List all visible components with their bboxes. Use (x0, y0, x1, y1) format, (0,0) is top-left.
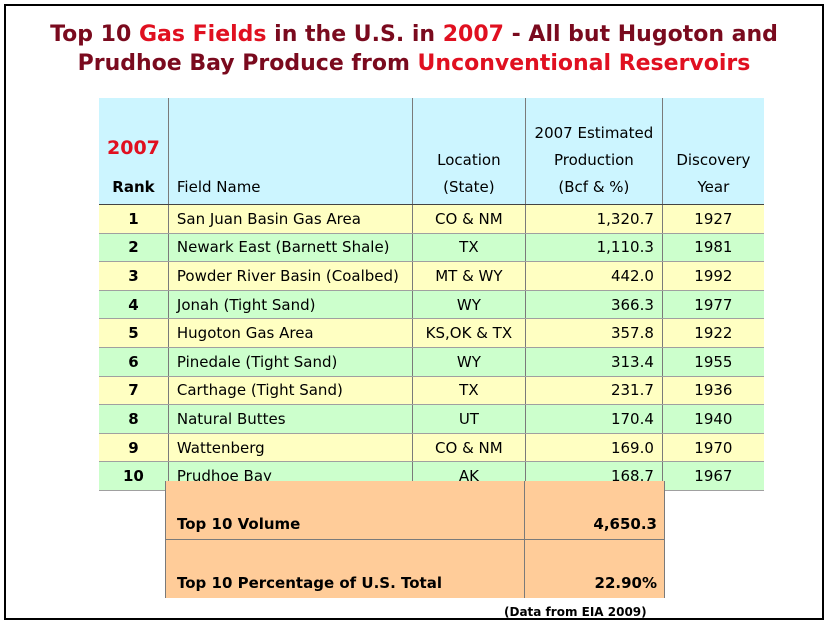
header-year-badge: 2007 (107, 137, 160, 159)
table-row: 5 Hugoton Gas Area KS,OK & TX 357.8 1922 (99, 318, 764, 348)
table-row: 4 Jonah (Tight Sand) WY 366.3 1977 (99, 290, 764, 320)
header-location: Location (State) (412, 98, 526, 205)
table-row: 8 Natural Buttes UT 170.4 1940 (99, 404, 764, 434)
table-row: 1 San Juan Basin Gas Area CO & NM 1,320.… (99, 204, 764, 234)
top10-volume-block: Top 10 Volume 4,650.3 (165, 481, 665, 540)
header-discovery-year: Discovery Year (662, 98, 764, 205)
top10-percent-value: 22.90% (594, 574, 657, 592)
table-row: 7 Carthage (Tight Sand) TX 231.7 1936 (99, 376, 764, 406)
slide-title: Top 10 Gas Fields in the U.S. in 2007 - … (6, 20, 822, 78)
gas-fields-table: 2007 Rank Field Name Location (State) 20… (99, 98, 764, 491)
table-row: 3 Powder River Basin (Coalbed) MT & WY 4… (99, 261, 764, 291)
top10-volume-value: 4,650.3 (593, 515, 657, 533)
title-line-2: Prudhoe Bay Produce from Unconventional … (77, 51, 751, 76)
slide-frame: Top 10 Gas Fields in the U.S. in 2007 - … (4, 4, 824, 620)
header-production: 2007 Estimated Production (Bcf & %) (525, 98, 663, 205)
source-note: (Data from EIA 2009) (504, 605, 647, 619)
summary-divider (524, 540, 525, 598)
summary-divider (524, 481, 525, 539)
top10-volume-label: Top 10 Volume (177, 515, 301, 533)
header-field-name: Field Name (168, 98, 413, 205)
top10-percent-block: Top 10 Percentage of U.S. Total 22.90% (165, 540, 665, 598)
title-line-1: Top 10 Gas Fields in the U.S. in 2007 - … (50, 22, 778, 47)
header-rank: 2007 Rank (99, 98, 169, 205)
table-row: 6 Pinedale (Tight Sand) WY 313.4 1955 (99, 347, 764, 377)
table-row: 9 Wattenberg CO & NM 169.0 1970 (99, 433, 764, 463)
top10-percent-label: Top 10 Percentage of U.S. Total (177, 574, 442, 592)
table-row: 2 Newark East (Barnett Shale) TX 1,110.3… (99, 233, 764, 263)
table-header-row: 2007 Rank Field Name Location (State) 20… (99, 98, 764, 205)
